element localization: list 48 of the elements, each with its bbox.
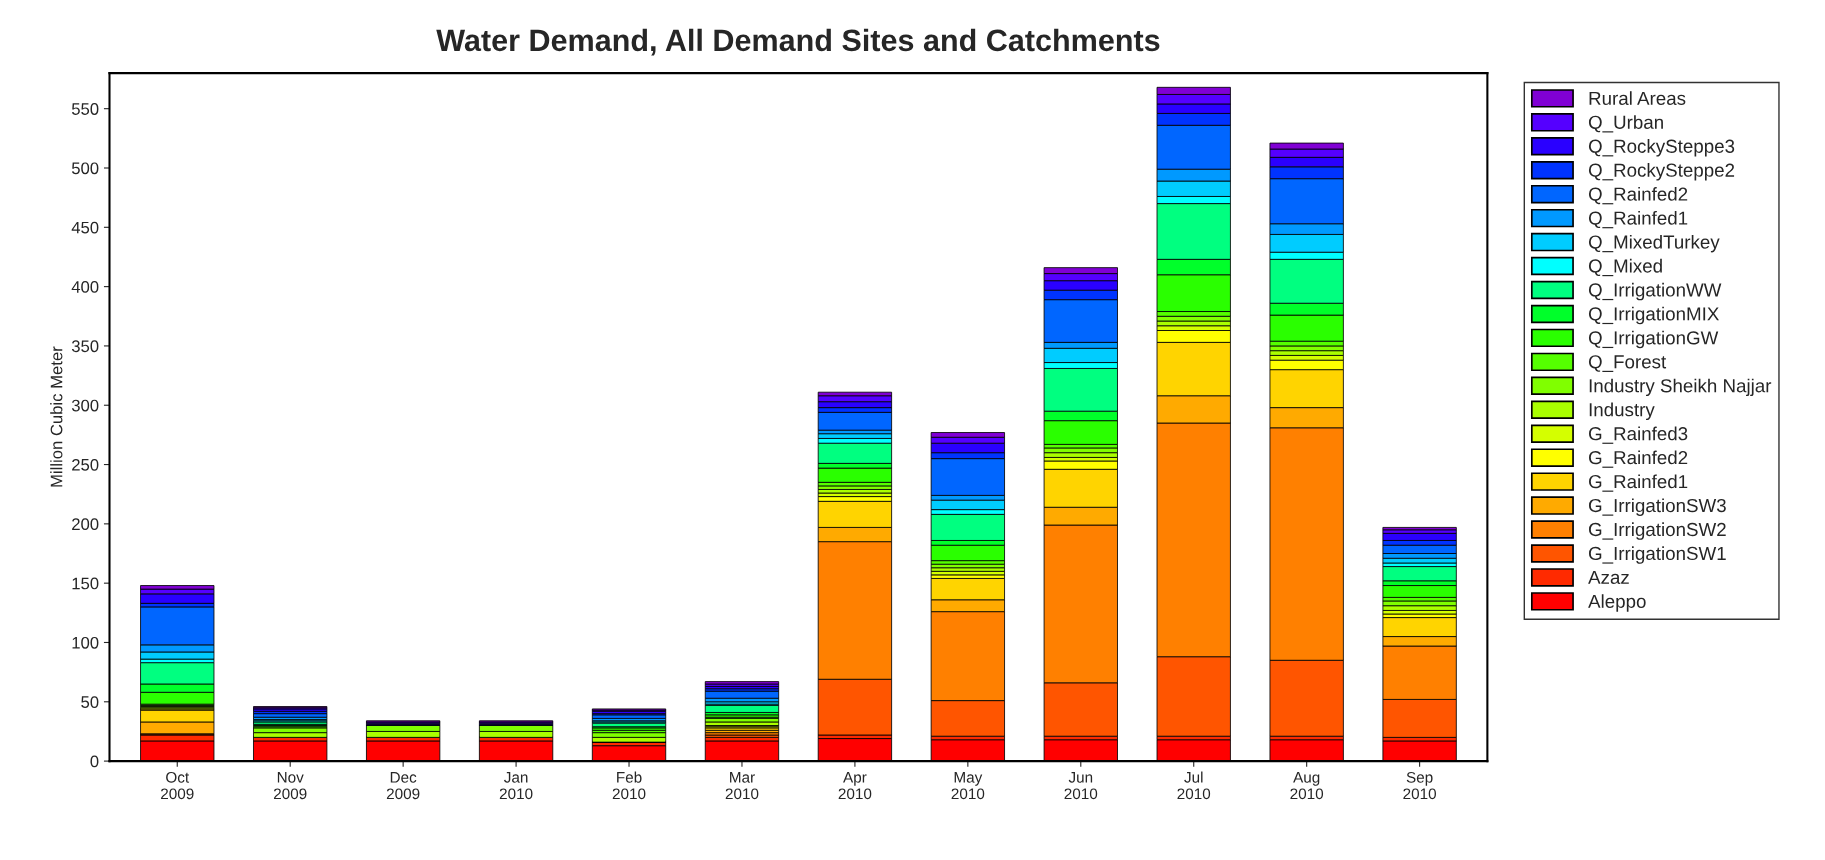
chart-title: Water Demand, All Demand Sites and Catchments [436,28,1160,56]
legend-label: Q_Mixed [1588,258,1662,277]
y-tick-label: 150 [72,577,99,590]
legend-label: Q_MixedTurkey [1588,234,1720,253]
legend-label: G_IrrigationSW1 [1589,546,1726,564]
x-tick-label: Oct 2009 [161,771,194,800]
y-tick-label: 400 [71,281,99,293]
y-tick-label: 350 [71,340,99,353]
y-tick-label: 50 [81,696,99,708]
legend-label: Q_Forest [1588,355,1667,372]
legend-label: G_Rainfed1 [1589,474,1688,492]
y-axis-title: Million Cubic Meter [50,346,63,487]
legend-label: Q_IrrigationWW [1588,282,1722,301]
y-tick-label: 250 [72,458,99,471]
legend-label: Q_Rainfed1 [1588,210,1688,229]
y-tick-label: 300 [71,399,99,412]
legend-label: G_Rainfed3 [1589,426,1688,444]
legend-label: Aleppo [1588,594,1646,612]
legend-label: Q_RockySteppe2 [1588,163,1735,181]
y-tick-label: 450 [71,221,99,234]
legend-label: Q_Urban [1588,115,1663,133]
x-tick-label: Jun 2010 [1064,772,1098,800]
x-tick-label: Mar 2010 [725,772,759,800]
legend-label: Q_IrrigationMIX [1588,306,1719,325]
legend-label: Q_RockySteppe3 [1588,139,1735,157]
legend-label: G_IrrigationSW2 [1589,522,1726,540]
x-tick-label: Nov 2009 [273,772,307,800]
legend-label: Q_IrrigationGW [1588,330,1719,349]
x-tick-label: May 2010 [951,772,985,800]
x-tick-label: Feb 2010 [612,771,646,800]
x-tick-label: Apr 2010 [838,772,872,800]
x-tick-label: Sep 2010 [1403,771,1437,800]
legend-label: Rural Areas [1589,91,1686,105]
x-tick-label: Jul 2010 [1177,771,1211,800]
legend-label: Q_Rainfed2 [1588,187,1688,205]
legend-label: G_Rainfed2 [1589,450,1688,468]
x-tick-label: Jan 2010 [499,772,533,800]
y-tick-label: 200 [72,518,99,531]
x-tick-label: Aug 2010 [1290,772,1324,800]
x-tick-label: Dec 2009 [386,772,420,800]
y-tick-label: 500 [71,162,99,175]
legend-label: Azaz [1588,570,1629,585]
y-tick-label: 550 [71,103,99,115]
legend-label: G_IrrigationSW3 [1589,498,1726,516]
legend-label: Industry Sheikh Najjar [1589,378,1772,397]
legend-label: Industry [1589,402,1655,421]
y-tick-label: 0 [90,755,99,768]
y-tick-label: 100 [72,636,99,649]
